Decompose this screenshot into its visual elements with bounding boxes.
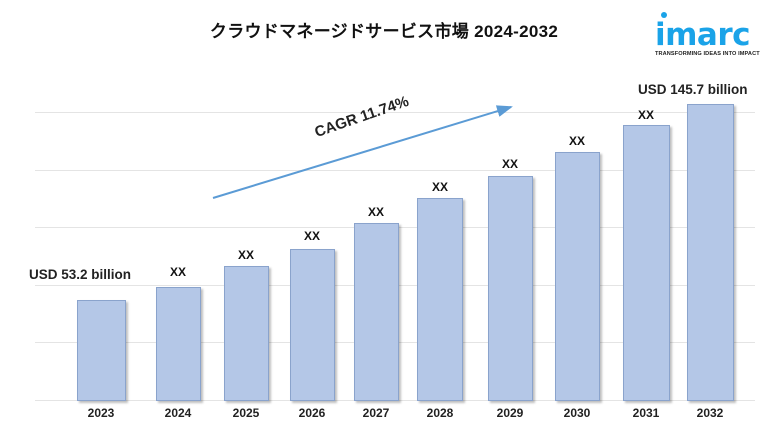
x-label-2025: 2025 (232, 406, 260, 420)
bar-2029 (488, 176, 533, 401)
chart-title: クラウドマネージドサービス市場 2024-2032 (209, 22, 559, 41)
imarc-logo: imarc TRANSFORMING IDEAS INTO IMPACT (655, 12, 760, 57)
bar-2032 (687, 104, 734, 401)
value-label-2026: XX (303, 229, 320, 243)
value-label-2024: XX (169, 265, 186, 279)
x-label-2027: 2027 (362, 406, 390, 420)
bar-2025 (224, 266, 269, 401)
bar-2023 (77, 300, 126, 401)
value-label-2028: XX (431, 180, 448, 194)
start-value-annotation: USD 53.2 billion (29, 267, 132, 282)
value-label-2031: XX (637, 108, 654, 122)
bar-2031 (623, 125, 670, 401)
bar-2026 (290, 249, 335, 401)
value-label-2027: XX (367, 205, 384, 219)
x-label-2031: 2031 (632, 406, 660, 420)
x-label-2023: 2023 (87, 406, 115, 420)
x-label-2026: 2026 (298, 406, 326, 420)
value-label-2029: XX (501, 157, 518, 171)
x-label-2028: 2028 (426, 406, 454, 420)
logo-wordmark: imarc (655, 17, 751, 53)
value-label-2025: XX (237, 248, 254, 262)
x-label-2032: 2032 (696, 406, 724, 420)
bar-2030 (555, 152, 600, 401)
logo-tagline: TRANSFORMING IDEAS INTO IMPACT (655, 51, 760, 57)
x-label-2030: 2030 (563, 406, 591, 420)
x-label-2024: 2024 (164, 406, 192, 420)
logo-dot-icon (661, 12, 667, 18)
x-label-2029: 2029 (496, 406, 524, 420)
end-value-annotation: USD 145.7 billion (638, 82, 748, 97)
bar-2024 (156, 287, 201, 401)
bar-2027 (354, 223, 399, 401)
cagr-label: CAGR 11.74% (312, 92, 412, 141)
value-label-2030: XX (568, 134, 585, 148)
bar-2028 (417, 198, 463, 401)
